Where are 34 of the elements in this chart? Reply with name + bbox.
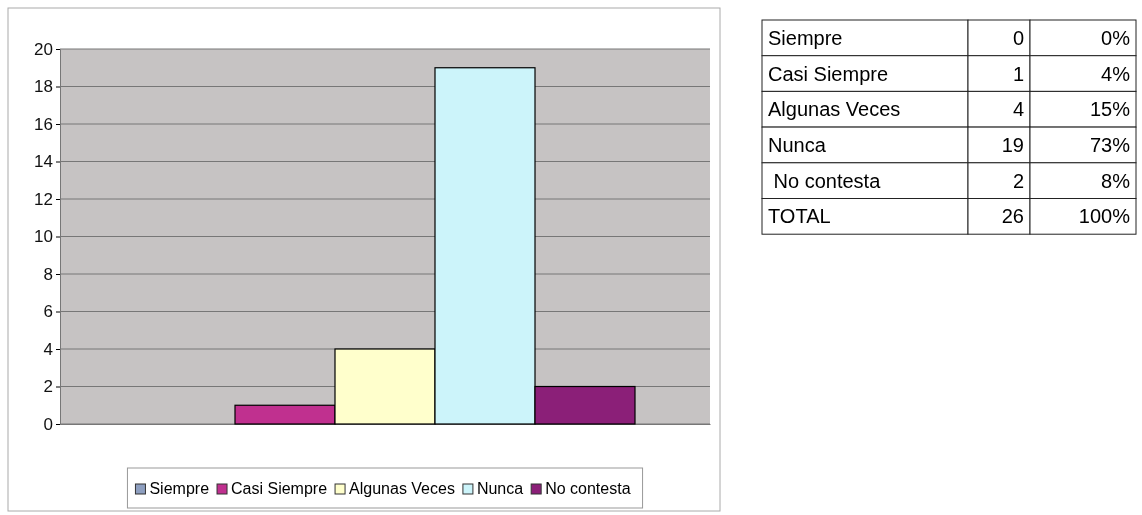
y-tick-label: 16	[34, 114, 53, 134]
legend-label: Nunca	[476, 480, 524, 497]
y-tick-label: 18	[34, 77, 53, 97]
text: 4%	[1101, 62, 1131, 85]
text: 1	[1012, 62, 1024, 85]
text: Casi Siempre	[768, 62, 889, 85]
text: 0%	[1101, 26, 1131, 49]
legend-label: Siempre	[149, 480, 210, 497]
y-tick-label: 12	[34, 189, 53, 209]
text: TOTAL	[768, 205, 831, 228]
text: 26	[1001, 205, 1024, 228]
text: Nunca	[768, 133, 827, 156]
y-tick-label: 8	[43, 264, 53, 284]
legend-label: Algunas Veces	[349, 480, 455, 497]
y-tick-label: 14	[34, 152, 53, 172]
text: 100%	[1078, 205, 1131, 228]
y-tick-label: 0	[43, 414, 53, 434]
legend-label: Casi Siempre	[231, 480, 328, 497]
y-tick-label: 6	[43, 302, 53, 322]
text: 73%	[1089, 133, 1131, 156]
text: Siempre	[768, 26, 843, 49]
legend-label: No contesta	[545, 480, 631, 497]
y-tick-label: 4	[43, 339, 53, 359]
text: 4	[1012, 98, 1024, 121]
y-tick-label: 10	[34, 227, 53, 247]
text: 0	[1012, 26, 1024, 49]
text: No contesta	[768, 169, 882, 192]
text: Algunas Veces	[768, 98, 901, 121]
text: 19	[1001, 133, 1024, 156]
text: 2	[1012, 169, 1024, 192]
text: 8%	[1101, 169, 1131, 192]
text: 15%	[1089, 98, 1131, 121]
y-tick-label: 2	[43, 377, 53, 397]
y-tick-label: 20	[34, 39, 53, 59]
